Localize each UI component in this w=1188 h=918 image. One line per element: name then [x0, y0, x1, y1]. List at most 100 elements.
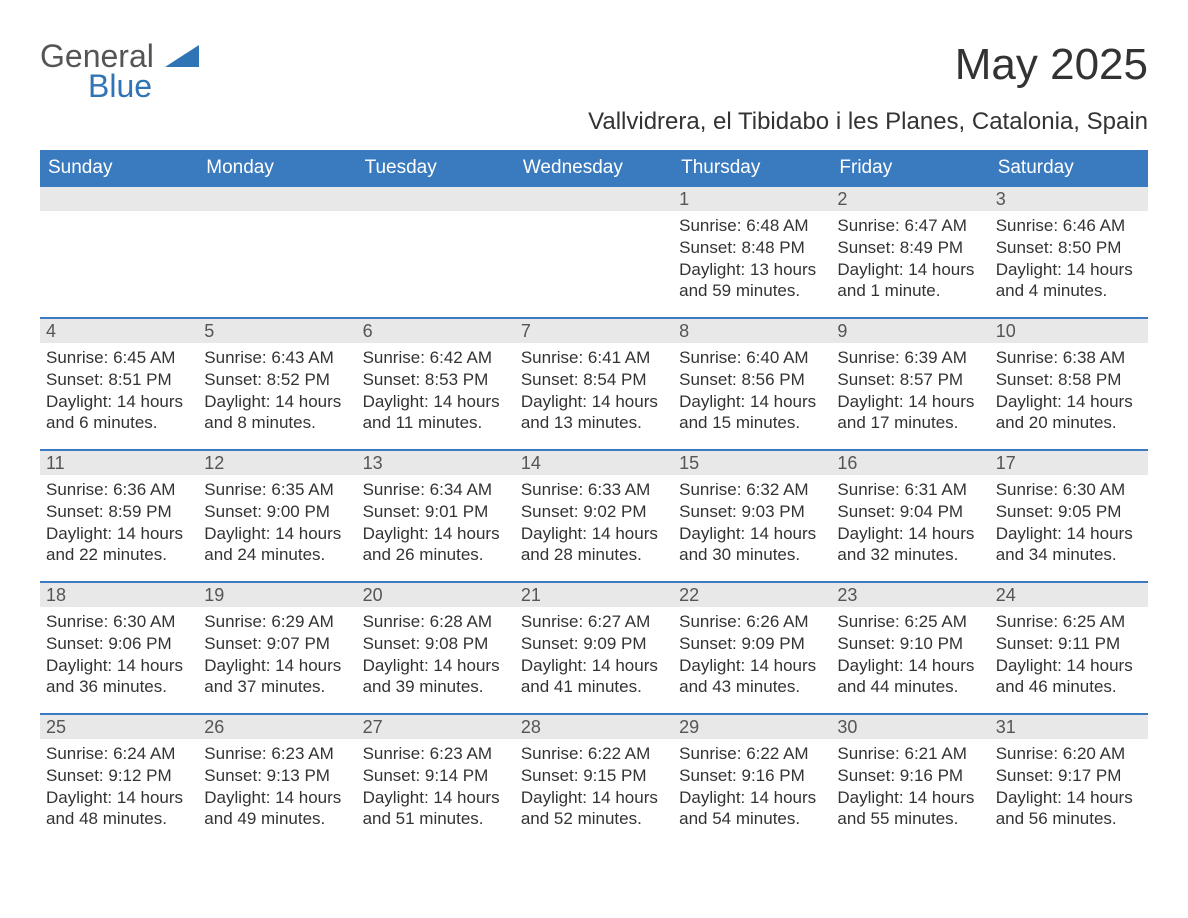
daylight-text: Daylight: 14 hours and 8 minutes. — [204, 391, 350, 435]
sunrise-text: Sunrise: 6:24 AM — [46, 743, 192, 765]
weekday-header-row: SundayMondayTuesdayWednesdayThursdayFrid… — [40, 150, 1148, 187]
daylight-text: Daylight: 14 hours and 43 minutes. — [679, 655, 825, 699]
daylight-text: Daylight: 14 hours and 37 minutes. — [204, 655, 350, 699]
day-number: 17 — [990, 451, 1148, 475]
day-number: 20 — [357, 583, 515, 607]
daylight-text: Daylight: 14 hours and 17 minutes. — [837, 391, 983, 435]
day-body: Sunrise: 6:43 AMSunset: 8:52 PMDaylight:… — [198, 343, 356, 440]
day-cell: 8Sunrise: 6:40 AMSunset: 8:56 PMDaylight… — [673, 319, 831, 449]
sunrise-text: Sunrise: 6:30 AM — [996, 479, 1142, 501]
day-cell: 5Sunrise: 6:43 AMSunset: 8:52 PMDaylight… — [198, 319, 356, 449]
empty-day-bar — [198, 187, 356, 211]
daylight-text: Daylight: 14 hours and 44 minutes. — [837, 655, 983, 699]
day-cell: 11Sunrise: 6:36 AMSunset: 8:59 PMDayligh… — [40, 451, 198, 581]
day-body: Sunrise: 6:48 AMSunset: 8:48 PMDaylight:… — [673, 211, 831, 308]
day-body: Sunrise: 6:23 AMSunset: 9:14 PMDaylight:… — [357, 739, 515, 836]
day-number: 16 — [831, 451, 989, 475]
sunset-text: Sunset: 9:11 PM — [996, 633, 1142, 655]
sunset-text: Sunset: 8:58 PM — [996, 369, 1142, 391]
day-body: Sunrise: 6:36 AMSunset: 8:59 PMDaylight:… — [40, 475, 198, 572]
sunset-text: Sunset: 9:13 PM — [204, 765, 350, 787]
sunrise-text: Sunrise: 6:33 AM — [521, 479, 667, 501]
weekday-header-saturday: Saturday — [990, 150, 1148, 187]
daylight-text: Daylight: 14 hours and 49 minutes. — [204, 787, 350, 831]
sunset-text: Sunset: 9:16 PM — [679, 765, 825, 787]
weeks-container: 1Sunrise: 6:48 AMSunset: 8:48 PMDaylight… — [40, 187, 1148, 845]
day-number: 31 — [990, 715, 1148, 739]
sunset-text: Sunset: 9:16 PM — [837, 765, 983, 787]
weekday-header-thursday: Thursday — [673, 150, 831, 187]
day-number: 8 — [673, 319, 831, 343]
day-cell: 10Sunrise: 6:38 AMSunset: 8:58 PMDayligh… — [990, 319, 1148, 449]
day-cell: 23Sunrise: 6:25 AMSunset: 9:10 PMDayligh… — [831, 583, 989, 713]
sunrise-text: Sunrise: 6:36 AM — [46, 479, 192, 501]
week-row: 4Sunrise: 6:45 AMSunset: 8:51 PMDaylight… — [40, 317, 1148, 449]
sunset-text: Sunset: 8:54 PM — [521, 369, 667, 391]
day-body: Sunrise: 6:35 AMSunset: 9:00 PMDaylight:… — [198, 475, 356, 572]
empty-day-bar — [357, 187, 515, 211]
week-row: 11Sunrise: 6:36 AMSunset: 8:59 PMDayligh… — [40, 449, 1148, 581]
sunset-text: Sunset: 8:50 PM — [996, 237, 1142, 259]
weekday-header-monday: Monday — [198, 150, 356, 187]
daylight-text: Daylight: 14 hours and 36 minutes. — [46, 655, 192, 699]
header: General Blue May 2025 Vallvidrera, el Ti… — [40, 40, 1148, 136]
day-body: Sunrise: 6:25 AMSunset: 9:11 PMDaylight:… — [990, 607, 1148, 704]
day-number: 23 — [831, 583, 989, 607]
sunrise-text: Sunrise: 6:38 AM — [996, 347, 1142, 369]
day-cell: 24Sunrise: 6:25 AMSunset: 9:11 PMDayligh… — [990, 583, 1148, 713]
sunrise-text: Sunrise: 6:22 AM — [679, 743, 825, 765]
daylight-text: Daylight: 14 hours and 56 minutes. — [996, 787, 1142, 831]
day-cell: 12Sunrise: 6:35 AMSunset: 9:00 PMDayligh… — [198, 451, 356, 581]
day-cell: 13Sunrise: 6:34 AMSunset: 9:01 PMDayligh… — [357, 451, 515, 581]
empty-day-bar — [515, 187, 673, 211]
sunset-text: Sunset: 9:09 PM — [521, 633, 667, 655]
day-body: Sunrise: 6:33 AMSunset: 9:02 PMDaylight:… — [515, 475, 673, 572]
day-cell: 30Sunrise: 6:21 AMSunset: 9:16 PMDayligh… — [831, 715, 989, 845]
sunrise-text: Sunrise: 6:35 AM — [204, 479, 350, 501]
day-cell: 1Sunrise: 6:48 AMSunset: 8:48 PMDaylight… — [673, 187, 831, 317]
day-cell: 15Sunrise: 6:32 AMSunset: 9:03 PMDayligh… — [673, 451, 831, 581]
day-number: 7 — [515, 319, 673, 343]
day-number: 11 — [40, 451, 198, 475]
empty-day-bar — [40, 187, 198, 211]
day-number: 24 — [990, 583, 1148, 607]
day-cell: 6Sunrise: 6:42 AMSunset: 8:53 PMDaylight… — [357, 319, 515, 449]
day-number: 25 — [40, 715, 198, 739]
day-cell: 25Sunrise: 6:24 AMSunset: 9:12 PMDayligh… — [40, 715, 198, 845]
day-number: 28 — [515, 715, 673, 739]
title-block: May 2025 Vallvidrera, el Tibidabo i les … — [588, 40, 1148, 136]
daylight-text: Daylight: 14 hours and 22 minutes. — [46, 523, 192, 567]
sunrise-text: Sunrise: 6:29 AM — [204, 611, 350, 633]
sunset-text: Sunset: 9:02 PM — [521, 501, 667, 523]
sunrise-text: Sunrise: 6:26 AM — [679, 611, 825, 633]
day-cell: 21Sunrise: 6:27 AMSunset: 9:09 PMDayligh… — [515, 583, 673, 713]
day-body: Sunrise: 6:26 AMSunset: 9:09 PMDaylight:… — [673, 607, 831, 704]
sunrise-text: Sunrise: 6:41 AM — [521, 347, 667, 369]
sunrise-text: Sunrise: 6:39 AM — [837, 347, 983, 369]
weekday-header-sunday: Sunday — [40, 150, 198, 187]
day-body: Sunrise: 6:22 AMSunset: 9:16 PMDaylight:… — [673, 739, 831, 836]
sunset-text: Sunset: 9:14 PM — [363, 765, 509, 787]
sunset-text: Sunset: 8:56 PM — [679, 369, 825, 391]
day-number: 12 — [198, 451, 356, 475]
day-cell — [515, 187, 673, 317]
sunset-text: Sunset: 8:52 PM — [204, 369, 350, 391]
sunrise-text: Sunrise: 6:20 AM — [996, 743, 1142, 765]
sunset-text: Sunset: 8:49 PM — [837, 237, 983, 259]
day-cell: 2Sunrise: 6:47 AMSunset: 8:49 PMDaylight… — [831, 187, 989, 317]
sunrise-text: Sunrise: 6:25 AM — [837, 611, 983, 633]
sunset-text: Sunset: 9:15 PM — [521, 765, 667, 787]
day-body: Sunrise: 6:47 AMSunset: 8:49 PMDaylight:… — [831, 211, 989, 308]
day-number: 22 — [673, 583, 831, 607]
location-subtitle: Vallvidrera, el Tibidabo i les Planes, C… — [588, 108, 1148, 136]
sunrise-text: Sunrise: 6:21 AM — [837, 743, 983, 765]
day-body: Sunrise: 6:38 AMSunset: 8:58 PMDaylight:… — [990, 343, 1148, 440]
day-number: 6 — [357, 319, 515, 343]
sunset-text: Sunset: 9:05 PM — [996, 501, 1142, 523]
day-body: Sunrise: 6:22 AMSunset: 9:15 PMDaylight:… — [515, 739, 673, 836]
logo-blue-text: Blue — [88, 70, 152, 102]
sunrise-text: Sunrise: 6:42 AM — [363, 347, 509, 369]
day-cell: 19Sunrise: 6:29 AMSunset: 9:07 PMDayligh… — [198, 583, 356, 713]
sunset-text: Sunset: 8:48 PM — [679, 237, 825, 259]
day-body: Sunrise: 6:34 AMSunset: 9:01 PMDaylight:… — [357, 475, 515, 572]
